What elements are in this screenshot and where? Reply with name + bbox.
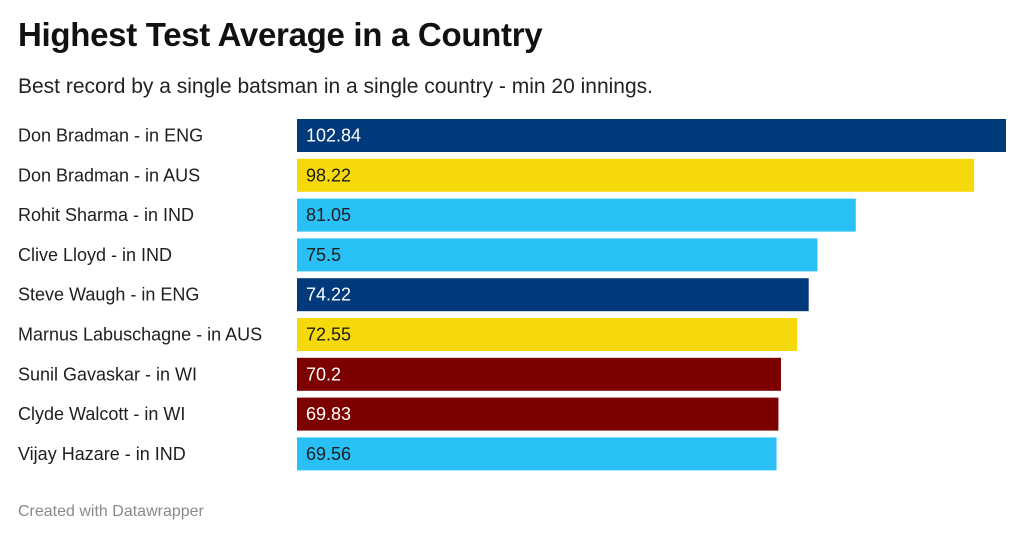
bar-row: Vijay Hazare - in IND 69.56 bbox=[18, 437, 777, 471]
bar-value-label: 102.84 bbox=[306, 126, 361, 146]
chart-subtitle: Best record by a single batsman in a sin… bbox=[18, 75, 653, 98]
bar bbox=[297, 318, 798, 351]
bar-value-label: 70.2 bbox=[306, 364, 341, 384]
bar-value-label: 98.22 bbox=[306, 165, 351, 185]
category-label: Vijay Hazare - in IND bbox=[18, 444, 186, 464]
datawrapper-credit: Created with Datawrapper bbox=[18, 503, 204, 520]
bar-value-label: 69.56 bbox=[306, 444, 351, 464]
bar-value-label: 72.55 bbox=[306, 325, 351, 345]
category-label: Clyde Walcott - in WI bbox=[18, 404, 185, 424]
bar bbox=[297, 158, 975, 192]
category-label: Clive Lloyd - in IND bbox=[18, 245, 172, 265]
bar-value-label: 69.83 bbox=[306, 404, 351, 424]
bar bbox=[297, 119, 1006, 152]
bar bbox=[297, 437, 777, 471]
bar bbox=[297, 397, 779, 431]
bar bbox=[297, 278, 809, 312]
bar-row: Marnus Labuschagne - in AUS 72.55 bbox=[18, 318, 798, 351]
category-label: Don Bradman - in AUS bbox=[18, 165, 200, 185]
bar bbox=[297, 357, 781, 391]
category-label: Rohit Sharma - in IND bbox=[18, 205, 194, 225]
bar-row: Clyde Walcott - in WI 69.83 bbox=[18, 397, 779, 431]
category-label: Sunil Gavaskar - in WI bbox=[18, 364, 197, 384]
bar-row: Clive Lloyd - in IND 75.5 bbox=[18, 238, 818, 272]
bar-row: Don Bradman - in AUS 98.22 bbox=[18, 158, 975, 192]
bar-row: Sunil Gavaskar - in WI 70.2 bbox=[18, 357, 781, 391]
bar-value-label: 81.05 bbox=[306, 205, 351, 225]
bar bbox=[297, 238, 818, 272]
category-label: Marnus Labuschagne - in AUS bbox=[18, 325, 262, 345]
bar-row: Steve Waugh - in ENG 74.22 bbox=[18, 278, 809, 312]
bar-row: Rohit Sharma - in IND 81.05 bbox=[18, 198, 856, 232]
category-label: Steve Waugh - in ENG bbox=[18, 285, 199, 305]
bar-value-label: 74.22 bbox=[306, 285, 351, 305]
chart-title: Highest Test Average in a Country bbox=[18, 16, 543, 53]
bar-row: Don Bradman - in ENG 102.84 bbox=[18, 119, 1006, 152]
bar-value-label: 75.5 bbox=[306, 245, 341, 265]
bar bbox=[297, 198, 856, 232]
category-label: Don Bradman - in ENG bbox=[18, 126, 203, 146]
